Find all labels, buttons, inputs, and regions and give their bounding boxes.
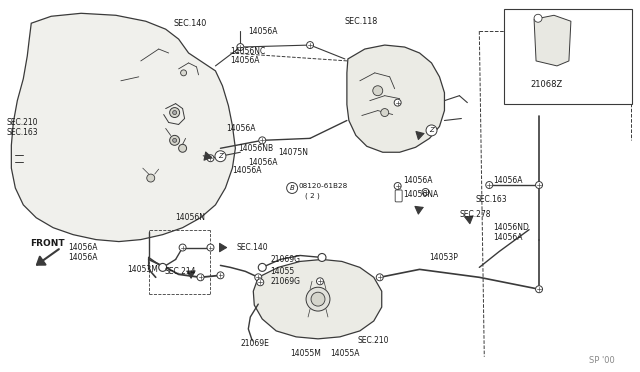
Text: SEC.210: SEC.210: [6, 118, 38, 127]
Circle shape: [311, 292, 325, 306]
Text: 14056A: 14056A: [493, 233, 523, 242]
Circle shape: [170, 135, 180, 145]
Circle shape: [422, 189, 429, 195]
Circle shape: [215, 151, 226, 162]
Text: 21069G: 21069G: [270, 255, 300, 264]
Text: SEC.163: SEC.163: [6, 128, 38, 137]
Circle shape: [394, 183, 401, 189]
FancyBboxPatch shape: [395, 190, 402, 202]
Polygon shape: [12, 13, 236, 241]
Text: 14056A: 14056A: [404, 176, 433, 185]
Polygon shape: [534, 15, 571, 66]
Circle shape: [318, 253, 326, 262]
Text: SEC.140: SEC.140: [174, 19, 207, 28]
Text: 14075N: 14075N: [278, 148, 308, 157]
Text: SEC.210: SEC.210: [358, 336, 389, 345]
Circle shape: [147, 174, 155, 182]
Text: 14053P: 14053P: [429, 253, 458, 262]
Circle shape: [207, 244, 214, 251]
Circle shape: [534, 14, 542, 22]
Circle shape: [180, 70, 187, 76]
Circle shape: [376, 274, 383, 281]
Text: 08120-61B28: 08120-61B28: [298, 183, 348, 189]
Circle shape: [179, 244, 186, 251]
Circle shape: [173, 110, 177, 115]
Text: B: B: [290, 185, 294, 191]
Circle shape: [259, 137, 266, 144]
Text: Z: Z: [218, 153, 223, 159]
Circle shape: [536, 182, 543, 189]
Text: 14055: 14055: [270, 267, 294, 276]
Text: 21069E: 21069E: [241, 339, 269, 348]
Text: SEC.140: SEC.140: [236, 243, 268, 252]
Circle shape: [372, 86, 383, 96]
Text: ( 2 ): ( 2 ): [305, 193, 320, 199]
Text: 14056A: 14056A: [248, 158, 278, 167]
Text: 14056A: 14056A: [227, 124, 256, 133]
Circle shape: [173, 138, 177, 142]
Polygon shape: [347, 45, 444, 152]
Text: 14055A: 14055A: [330, 349, 360, 358]
Circle shape: [426, 125, 437, 136]
Circle shape: [381, 109, 388, 116]
Circle shape: [257, 279, 264, 286]
Circle shape: [197, 274, 204, 281]
Text: 14056NC: 14056NC: [230, 46, 266, 55]
Circle shape: [287, 183, 298, 193]
Circle shape: [306, 287, 330, 311]
Text: FRONT: FRONT: [30, 239, 65, 248]
Text: 14056A: 14056A: [248, 27, 278, 36]
Circle shape: [536, 286, 543, 293]
Text: SEC.118: SEC.118: [345, 17, 378, 26]
Circle shape: [394, 99, 401, 106]
Text: 21068Z: 21068Z: [531, 80, 563, 89]
Text: SEC.214: SEC.214: [164, 267, 196, 276]
Text: 14056NB: 14056NB: [238, 144, 273, 153]
Circle shape: [317, 278, 323, 285]
Circle shape: [170, 108, 180, 118]
Circle shape: [179, 144, 187, 152]
Circle shape: [207, 155, 214, 162]
Circle shape: [159, 263, 166, 271]
Text: 14056A: 14056A: [68, 253, 98, 262]
Circle shape: [217, 272, 224, 279]
Text: Z: Z: [429, 128, 434, 134]
Text: SEC.163: SEC.163: [476, 195, 507, 204]
Text: 14056A: 14056A: [493, 176, 523, 185]
Circle shape: [486, 182, 493, 189]
Text: 14056A: 14056A: [232, 166, 262, 174]
Text: SP '00: SP '00: [589, 356, 614, 365]
Text: SEC.278: SEC.278: [460, 210, 491, 219]
Text: 14056A: 14056A: [68, 243, 98, 252]
Circle shape: [307, 42, 314, 48]
Circle shape: [259, 263, 266, 271]
Text: 14053M: 14053M: [127, 265, 157, 274]
Polygon shape: [253, 259, 381, 339]
Circle shape: [237, 44, 244, 51]
Text: 14056N: 14056N: [175, 213, 205, 222]
Text: 21069G: 21069G: [270, 277, 300, 286]
Circle shape: [255, 274, 262, 281]
Text: 14055M: 14055M: [290, 349, 321, 358]
Text: 14056ND: 14056ND: [493, 223, 529, 232]
Text: 14056NA: 14056NA: [404, 190, 439, 199]
FancyBboxPatch shape: [504, 9, 632, 104]
Text: 14056A: 14056A: [230, 57, 260, 65]
